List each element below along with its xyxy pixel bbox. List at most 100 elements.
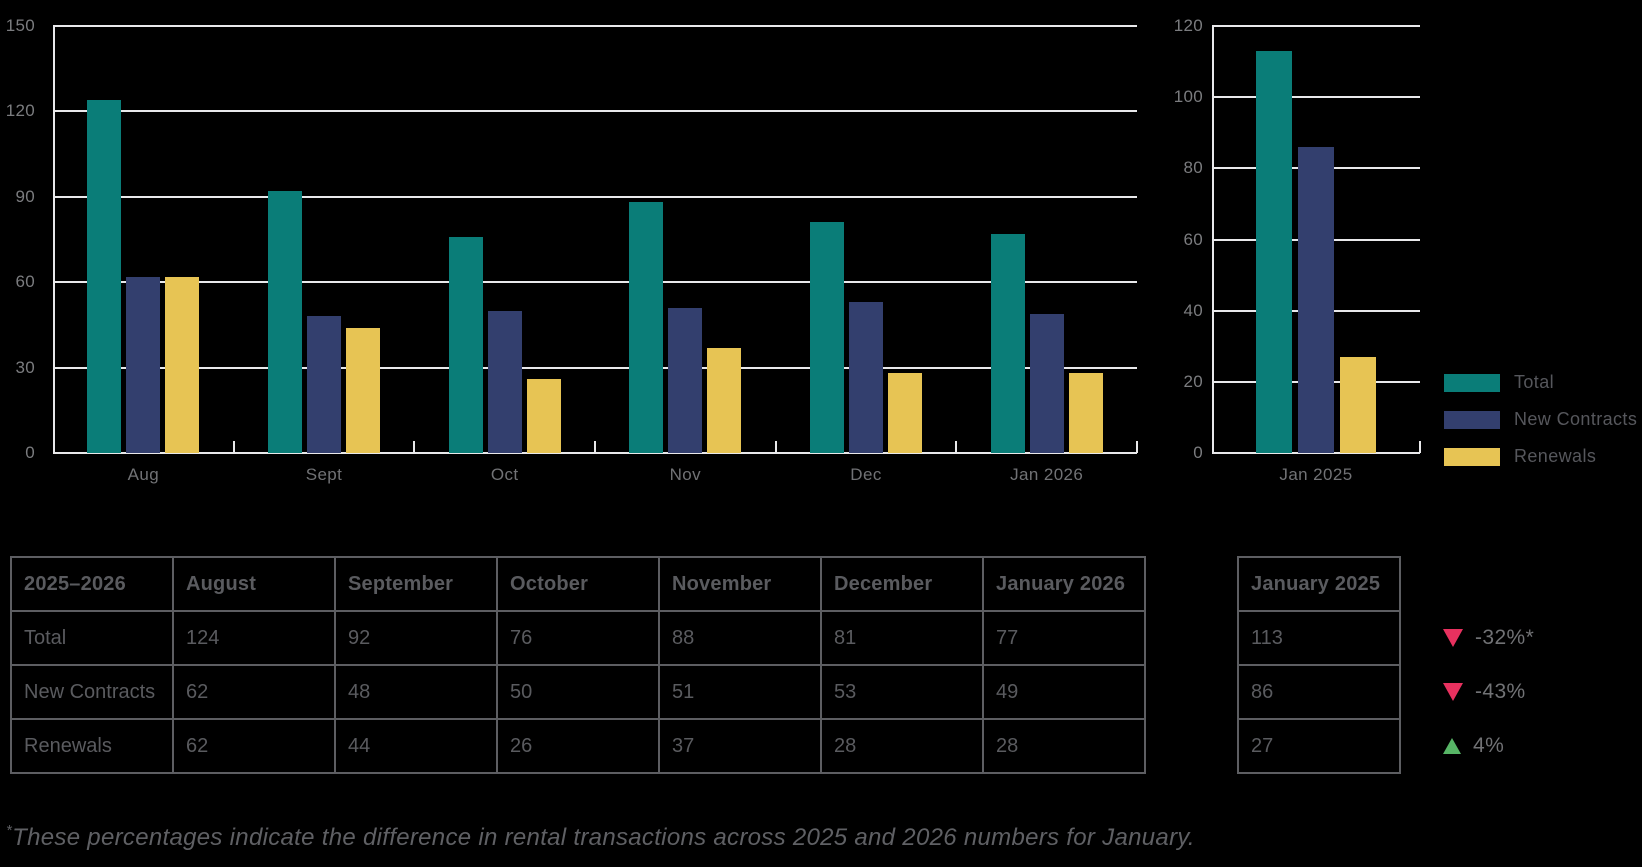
column-header-august: August (172, 556, 336, 612)
bar-total-aug (87, 100, 122, 453)
chart-legend: Total New Contracts Renewals (1444, 372, 1637, 483)
y-tick-label: 150 (5, 16, 35, 35)
side-table-row: 27 (1237, 718, 1401, 774)
row-label-total: Total (10, 610, 174, 666)
table-cell: 28 (982, 718, 1146, 774)
x-axis-tick (413, 441, 415, 453)
table-cell: 62 (172, 664, 336, 720)
triangle-up-icon (1443, 738, 1461, 754)
table-cell: 53 (820, 664, 984, 720)
bar-group-nov (595, 26, 776, 453)
table-cell: 88 (658, 610, 822, 666)
delta-indicator-32: -32%* (1443, 626, 1534, 650)
table-row-total: Total 124 92 76 88 81 77 (10, 610, 1146, 666)
table-cell: 49 (982, 664, 1146, 720)
bar-total-jan-2025 (1256, 51, 1292, 453)
bar-new-contracts-jan-2025 (1298, 147, 1334, 453)
footnote: *These percentages indicate the differen… (6, 822, 1195, 852)
x-axis-tick (775, 441, 777, 453)
delta-indicator-43: -43% (1443, 680, 1526, 704)
bar-new-contracts-aug (126, 277, 161, 453)
triangle-down-icon (1443, 683, 1463, 701)
table-row-renewals: Renewals 62 44 26 37 28 28 (10, 718, 1146, 774)
x-axis-tick (233, 441, 235, 453)
table-header-row: 2025–2026 August September October November D… (10, 556, 1146, 612)
y-tick-label: 90 (15, 187, 35, 206)
chart-main-y-axis-labels: 0 30 60 90 120 150 (0, 16, 35, 462)
footnote-text: These percentages indicate the differenc… (12, 824, 1195, 851)
gridline-120 (53, 110, 1137, 112)
y-tick-label: 100 (1173, 87, 1203, 106)
delta-value: -43% (1475, 680, 1526, 703)
bar-group-sept (234, 26, 415, 453)
gridline-30 (53, 367, 1137, 369)
column-header-november: November (658, 556, 822, 612)
table-cell: 51 (658, 664, 822, 720)
column-header-january-2025: January 2025 (1237, 556, 1401, 612)
column-header-2025-2026: 2025–2026 (10, 556, 174, 612)
legend-item-renewals: Renewals (1444, 446, 1637, 467)
table-cell: 48 (334, 664, 498, 720)
monthly-data-table: 2025–2026 August September October November D… (10, 556, 1146, 774)
bar-group-jan-2026 (956, 26, 1137, 453)
bar-groups (53, 26, 1137, 453)
table-cell: 81 (820, 610, 984, 666)
bar-new-contracts-nov (668, 308, 703, 453)
bar-group-oct (414, 26, 595, 453)
bar-group-dec (776, 26, 957, 453)
x-category-label-jan-2025: Jan 2025 (1279, 465, 1353, 484)
row-label-renewals: Renewals (10, 718, 174, 774)
y-tick-label: 60 (15, 272, 35, 291)
x-category-label-jan-2026: Jan 2026 (1010, 465, 1084, 484)
x-category-label-nov: Nov (669, 465, 702, 484)
legend-swatch-renewals (1444, 447, 1500, 466)
row-label-new-contracts: New Contracts (10, 664, 174, 720)
y-tick-label: 0 (25, 443, 35, 462)
bar-group-aug (53, 26, 234, 453)
delta-value: 4% (1473, 734, 1505, 757)
side-table-row: 113 (1237, 610, 1401, 666)
side-table-header-row: January 2025 (1237, 556, 1401, 612)
bar-new-contracts-sept (307, 316, 341, 453)
bar-renewals-sept (346, 328, 380, 453)
bar-new-contracts-oct (487, 311, 522, 453)
gridline-60 (53, 281, 1137, 283)
column-header-january-2026: January 2026 (982, 556, 1146, 612)
chart-main-x-axis-labels: Aug Sept Oct Nov Dec Jan 2026 (53, 465, 1137, 485)
table-cell: 28 (820, 718, 984, 774)
y-tick-label: 120 (1173, 16, 1203, 35)
gridline-100 (1212, 96, 1420, 98)
x-axis-tick (1419, 441, 1421, 453)
x-axis-tick (1136, 441, 1138, 453)
legend-swatch-new-contracts (1444, 410, 1500, 429)
x-category-label-sept: Sept (305, 465, 343, 484)
bar-renewals-dec (888, 373, 923, 453)
table-row-new-contracts: New Contracts 62 48 50 51 53 49 (10, 664, 1146, 720)
x-category-label-aug: Aug (127, 465, 160, 484)
gridline-90 (53, 196, 1137, 198)
y-tick-label: 0 (1193, 443, 1203, 462)
triangle-down-icon (1443, 629, 1463, 647)
table-cell: 77 (982, 610, 1146, 666)
delta-value: -32%* (1475, 626, 1535, 649)
y-axis-line (53, 26, 55, 453)
x-axis-tick (594, 441, 596, 453)
bar-groups (1212, 26, 1420, 453)
y-axis-line (1212, 26, 1214, 453)
table-cell: 76 (496, 610, 660, 666)
bar-renewals-aug (165, 277, 200, 453)
column-header-september: September (334, 556, 498, 612)
chart-jan2025-x-axis-labels: Jan 2025 (1212, 465, 1420, 485)
table-cell: 124 (172, 610, 336, 666)
chart-main-plot-area (53, 25, 1138, 454)
table-cell: 37 (658, 718, 822, 774)
table-cell: 113 (1237, 610, 1401, 666)
table-cell: 27 (1237, 718, 1401, 774)
x-category-label-oct: Oct (490, 465, 519, 484)
legend-swatch-total (1444, 373, 1500, 392)
legend-item-new-contracts: New Contracts (1444, 409, 1637, 430)
table-cell: 92 (334, 610, 498, 666)
y-tick-label: 60 (1183, 230, 1203, 249)
bar-group-jan-2025 (1212, 26, 1420, 453)
